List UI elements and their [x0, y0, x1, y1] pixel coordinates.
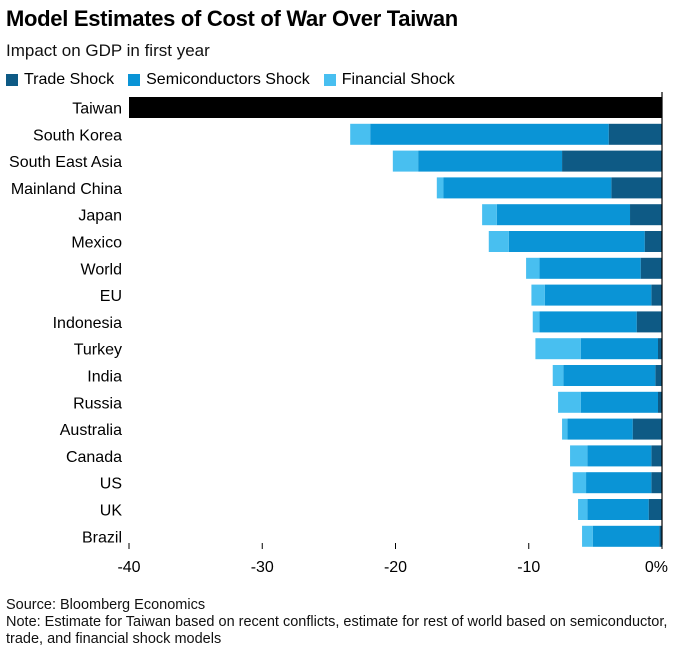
bar-trade-japan — [630, 204, 662, 226]
bar-trade-turkey — [658, 338, 662, 360]
bar-semiconductors-russia — [580, 391, 659, 413]
bar-financial-eu — [531, 284, 545, 306]
bar-financial-india — [552, 365, 564, 386]
bar-semiconductors-brazil — [592, 525, 660, 547]
x-tick-label: -40 — [117, 559, 140, 576]
bar-semiconductors-india — [563, 365, 656, 386]
bar-total-taiwan — [129, 97, 662, 118]
bar-trade-world — [640, 257, 662, 279]
bar-trade-us — [651, 472, 662, 494]
bar-semiconductors-us — [586, 472, 652, 494]
bar-semiconductors-uk — [587, 499, 649, 520]
bar-semiconductors-south-east-asia — [418, 150, 563, 172]
bar-financial-mexico — [488, 231, 509, 252]
bar-trade-indonesia — [636, 311, 662, 333]
chart-subtitle: Impact on GDP in first year — [6, 41, 210, 60]
bar-semiconductors-australia — [567, 418, 633, 440]
bar-financial-south-korea — [350, 123, 371, 145]
bar-financial-south-east-asia — [392, 150, 419, 172]
source-text: Source: Bloomberg Economics — [6, 597, 206, 613]
category-label-eu: EU — [100, 288, 122, 305]
bar-semiconductors-eu — [544, 284, 652, 306]
bar-trade-mexico — [644, 231, 662, 252]
bar-financial-brazil — [582, 525, 593, 547]
bar-financial-uk — [578, 499, 588, 520]
category-label-uk: UK — [100, 503, 123, 520]
bar-financial-us — [572, 472, 587, 494]
bar-semiconductors-mainland-china — [443, 177, 612, 199]
legend-swatch-semiconductors — [128, 74, 141, 86]
bar-financial-canada — [570, 445, 588, 467]
note-text: Note: Estimate for Taiwan based on recen… — [6, 614, 668, 647]
legend-swatch-financial — [323, 74, 336, 86]
legend-label-financial: Financial Shock — [341, 71, 455, 88]
legend-swatch-trade — [6, 74, 18, 86]
category-label-taiwan: Taiwan — [72, 101, 122, 118]
category-label-world: World — [81, 261, 123, 278]
bar-trade-south-korea — [608, 123, 662, 145]
bar-semiconductors-south-korea — [370, 123, 609, 145]
x-tick-label: -10 — [517, 559, 540, 576]
bar-trade-australia — [632, 418, 662, 440]
bar-trade-russia — [658, 391, 662, 413]
bar-financial-australia — [562, 418, 568, 440]
category-label-us: US — [100, 476, 122, 493]
bar-trade-india — [655, 365, 662, 386]
legend-item-semiconductors: Semiconductors Shock — [128, 71, 310, 89]
category-label-australia: Australia — [60, 422, 122, 439]
bar-financial-turkey — [535, 338, 581, 360]
legend-item-trade: Trade Shock — [6, 71, 114, 89]
category-label-russia: Russia — [73, 395, 122, 412]
legend: Trade Shock Semiconductors Shock Financi… — [6, 71, 455, 89]
bar-financial-mainland-china — [436, 177, 444, 199]
category-label-south-korea: South Korea — [33, 127, 122, 144]
x-tick-label: -30 — [251, 559, 274, 576]
category-label-japan: Japan — [78, 208, 122, 225]
bar-semiconductors-canada — [587, 445, 652, 467]
category-label-south-east-asia: South East Asia — [9, 154, 122, 171]
bar-semiconductors-indonesia — [539, 311, 637, 333]
bar-trade-south-east-asia — [562, 150, 662, 172]
category-label-brazil: Brazil — [82, 529, 122, 546]
bar-semiconductors-mexico — [508, 231, 645, 252]
bar-trade-uk — [648, 499, 662, 520]
bar-semiconductors-japan — [496, 204, 631, 226]
bar-trade-mainland-china — [611, 177, 662, 199]
x-tick-label: -20 — [384, 559, 407, 576]
category-label-indonesia: Indonesia — [53, 315, 122, 332]
bar-semiconductors-turkey — [580, 338, 659, 360]
category-label-mexico: Mexico — [71, 235, 122, 252]
bar-trade-eu — [651, 284, 662, 306]
category-label-mainland-china: Mainland China — [11, 181, 122, 198]
bar-trade-brazil — [659, 525, 662, 547]
legend-item-financial: Financial Shock — [323, 71, 455, 89]
footer: Source: Bloomberg Economics Note: Estima… — [6, 597, 686, 648]
bar-financial-russia — [558, 391, 581, 413]
bar-financial-japan — [482, 204, 497, 226]
category-label-india: India — [87, 369, 122, 386]
bar-chart: Taiwan South Korea South East Asia Mainland… — [9, 92, 668, 576]
bar-financial-indonesia — [532, 311, 540, 333]
chart-title: Model Estimates of Cost of War Over Taiw… — [6, 6, 458, 31]
category-label-turkey: Turkey — [74, 342, 122, 359]
x-tick-label: 0% — [645, 559, 668, 576]
category-label-canada: Canada — [66, 449, 122, 466]
legend-label-semiconductors: Semiconductors Shock — [146, 71, 310, 88]
legend-label-trade: Trade Shock — [24, 71, 115, 88]
bar-trade-canada — [651, 445, 662, 467]
bar-financial-world — [526, 257, 540, 279]
bar-semiconductors-world — [539, 257, 641, 279]
